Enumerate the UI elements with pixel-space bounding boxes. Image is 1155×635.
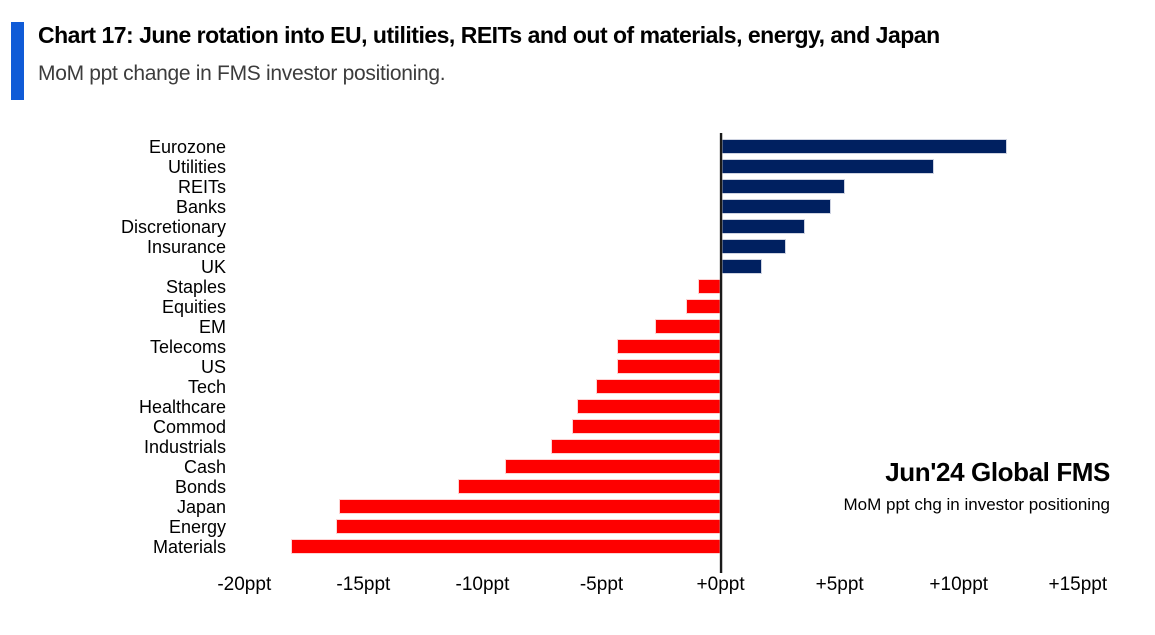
bar-row-insurance (230, 237, 1135, 257)
bar-row-em (230, 317, 1135, 337)
category-axis-labels: Eurozone Utilities REITs Banks Discretionary… (0, 137, 226, 557)
bar-insurance (720, 240, 785, 253)
accent-bar (11, 22, 24, 100)
plot-area: -20ppt -15ppt -10ppt -5ppt +0ppt +5ppt +10ppt +… (217, 133, 1135, 627)
x-tick-label-10ppt: -10ppt (455, 574, 510, 595)
bar-row-banks (230, 197, 1135, 217)
category-label-reits: REITs (177, 177, 226, 197)
category-label-telecoms: Telecoms (149, 337, 226, 357)
chart-title: Chart 17: June rotation into EU, utiliti… (38, 22, 940, 48)
bar-row-uk (230, 257, 1135, 277)
category-label-commod: Commod (152, 417, 226, 437)
category-label-energy: Energy (168, 517, 226, 537)
bar-row-energy (230, 517, 1135, 537)
x-tick-label-20ppt: -20ppt (217, 574, 272, 595)
category-label-eurozone: Eurozone (148, 137, 226, 157)
bar-row-cash (230, 457, 1135, 477)
category-label-discretionary: Discretionary (120, 217, 226, 237)
x-tick-label-5ppt: +5ppt (815, 574, 864, 595)
x-tick-label-0ppt: +0ppt (696, 574, 745, 595)
category-label-japan: Japan (176, 497, 226, 517)
bar-banks (720, 200, 831, 213)
x-tick-label-15ppt: +15ppt (1048, 574, 1108, 595)
bar-row-us (230, 357, 1135, 377)
bar-industrials (551, 440, 721, 453)
bar-telecoms (618, 340, 721, 353)
bar-row-japan (230, 497, 1135, 517)
chart-subtitle: MoM ppt change in FMS investor positioni… (38, 62, 446, 85)
bar-utilities (720, 160, 933, 173)
category-label-industrials: Industrials (143, 437, 226, 457)
category-label-staples: Staples (165, 277, 226, 297)
bar-discretionary (720, 220, 804, 233)
category-label-utilities: Utilities (167, 157, 226, 177)
category-label-healthcare: Healthcare (138, 397, 226, 417)
bar-rows (230, 137, 1135, 557)
zero-axis-line (719, 133, 722, 573)
bar-bonds (458, 480, 721, 493)
category-label-cash: Cash (183, 457, 226, 477)
bar-row-materials (230, 537, 1135, 557)
bar-cash (506, 460, 721, 473)
bar-row-healthcare (230, 397, 1135, 417)
bar-japan (339, 500, 721, 513)
bar-em (656, 320, 721, 333)
bar-tech (596, 380, 721, 393)
bar-materials (291, 540, 721, 553)
bar-staples (699, 280, 721, 293)
bar-commod (572, 420, 721, 433)
category-label-uk: UK (200, 257, 226, 277)
category-label-em: EM (199, 317, 226, 337)
bar-row-utilities (230, 157, 1135, 177)
x-tick-label-10ppt: +10ppt (929, 574, 989, 595)
category-label-materials: Materials (152, 537, 226, 557)
bar-row-commod (230, 417, 1135, 437)
bar-row-reits (230, 177, 1135, 197)
category-label-equities: Equities (161, 297, 226, 317)
bar-row-industrials (230, 437, 1135, 457)
bar-uk (720, 260, 762, 273)
chart-annotation: Jun'24 Global FMS MoM ppt chg in investo… (843, 457, 1111, 515)
bar-row-staples (230, 277, 1135, 297)
bar-row-equities (230, 297, 1135, 317)
header-text: Chart 17: June rotation into EU, utiliti… (38, 22, 940, 100)
bar-eurozone (720, 140, 1007, 153)
bar-reits (720, 180, 845, 193)
category-label-us: US (200, 357, 226, 377)
annotation-title: Jun'24 Global FMS (885, 457, 1110, 487)
bar-row-telecoms (230, 337, 1135, 357)
x-tick-label-5ppt: -5ppt (579, 574, 624, 595)
x-axis-ticks: -20ppt -15ppt -10ppt -5ppt +0ppt +5ppt +10ppt +… (217, 574, 1135, 600)
chart-header: Chart 17: June rotation into EU, utiliti… (11, 22, 940, 100)
category-label-tech: Tech (187, 377, 226, 397)
bar-equities (687, 300, 721, 313)
bar-energy (337, 520, 721, 533)
bar-row-bonds (230, 477, 1135, 497)
bar-row-tech (230, 377, 1135, 397)
category-label-insurance: Insurance (146, 237, 226, 257)
x-tick-label-15ppt: -15ppt (336, 574, 391, 595)
bar-row-discretionary (230, 217, 1135, 237)
annotation-subtitle: MoM ppt chg in investor positioning (843, 495, 1110, 514)
category-label-banks: Banks (175, 197, 226, 217)
bar-healthcare (577, 400, 721, 413)
bar-us (618, 360, 721, 373)
bar-row-eurozone (230, 137, 1135, 157)
category-label-bonds: Bonds (174, 477, 226, 497)
